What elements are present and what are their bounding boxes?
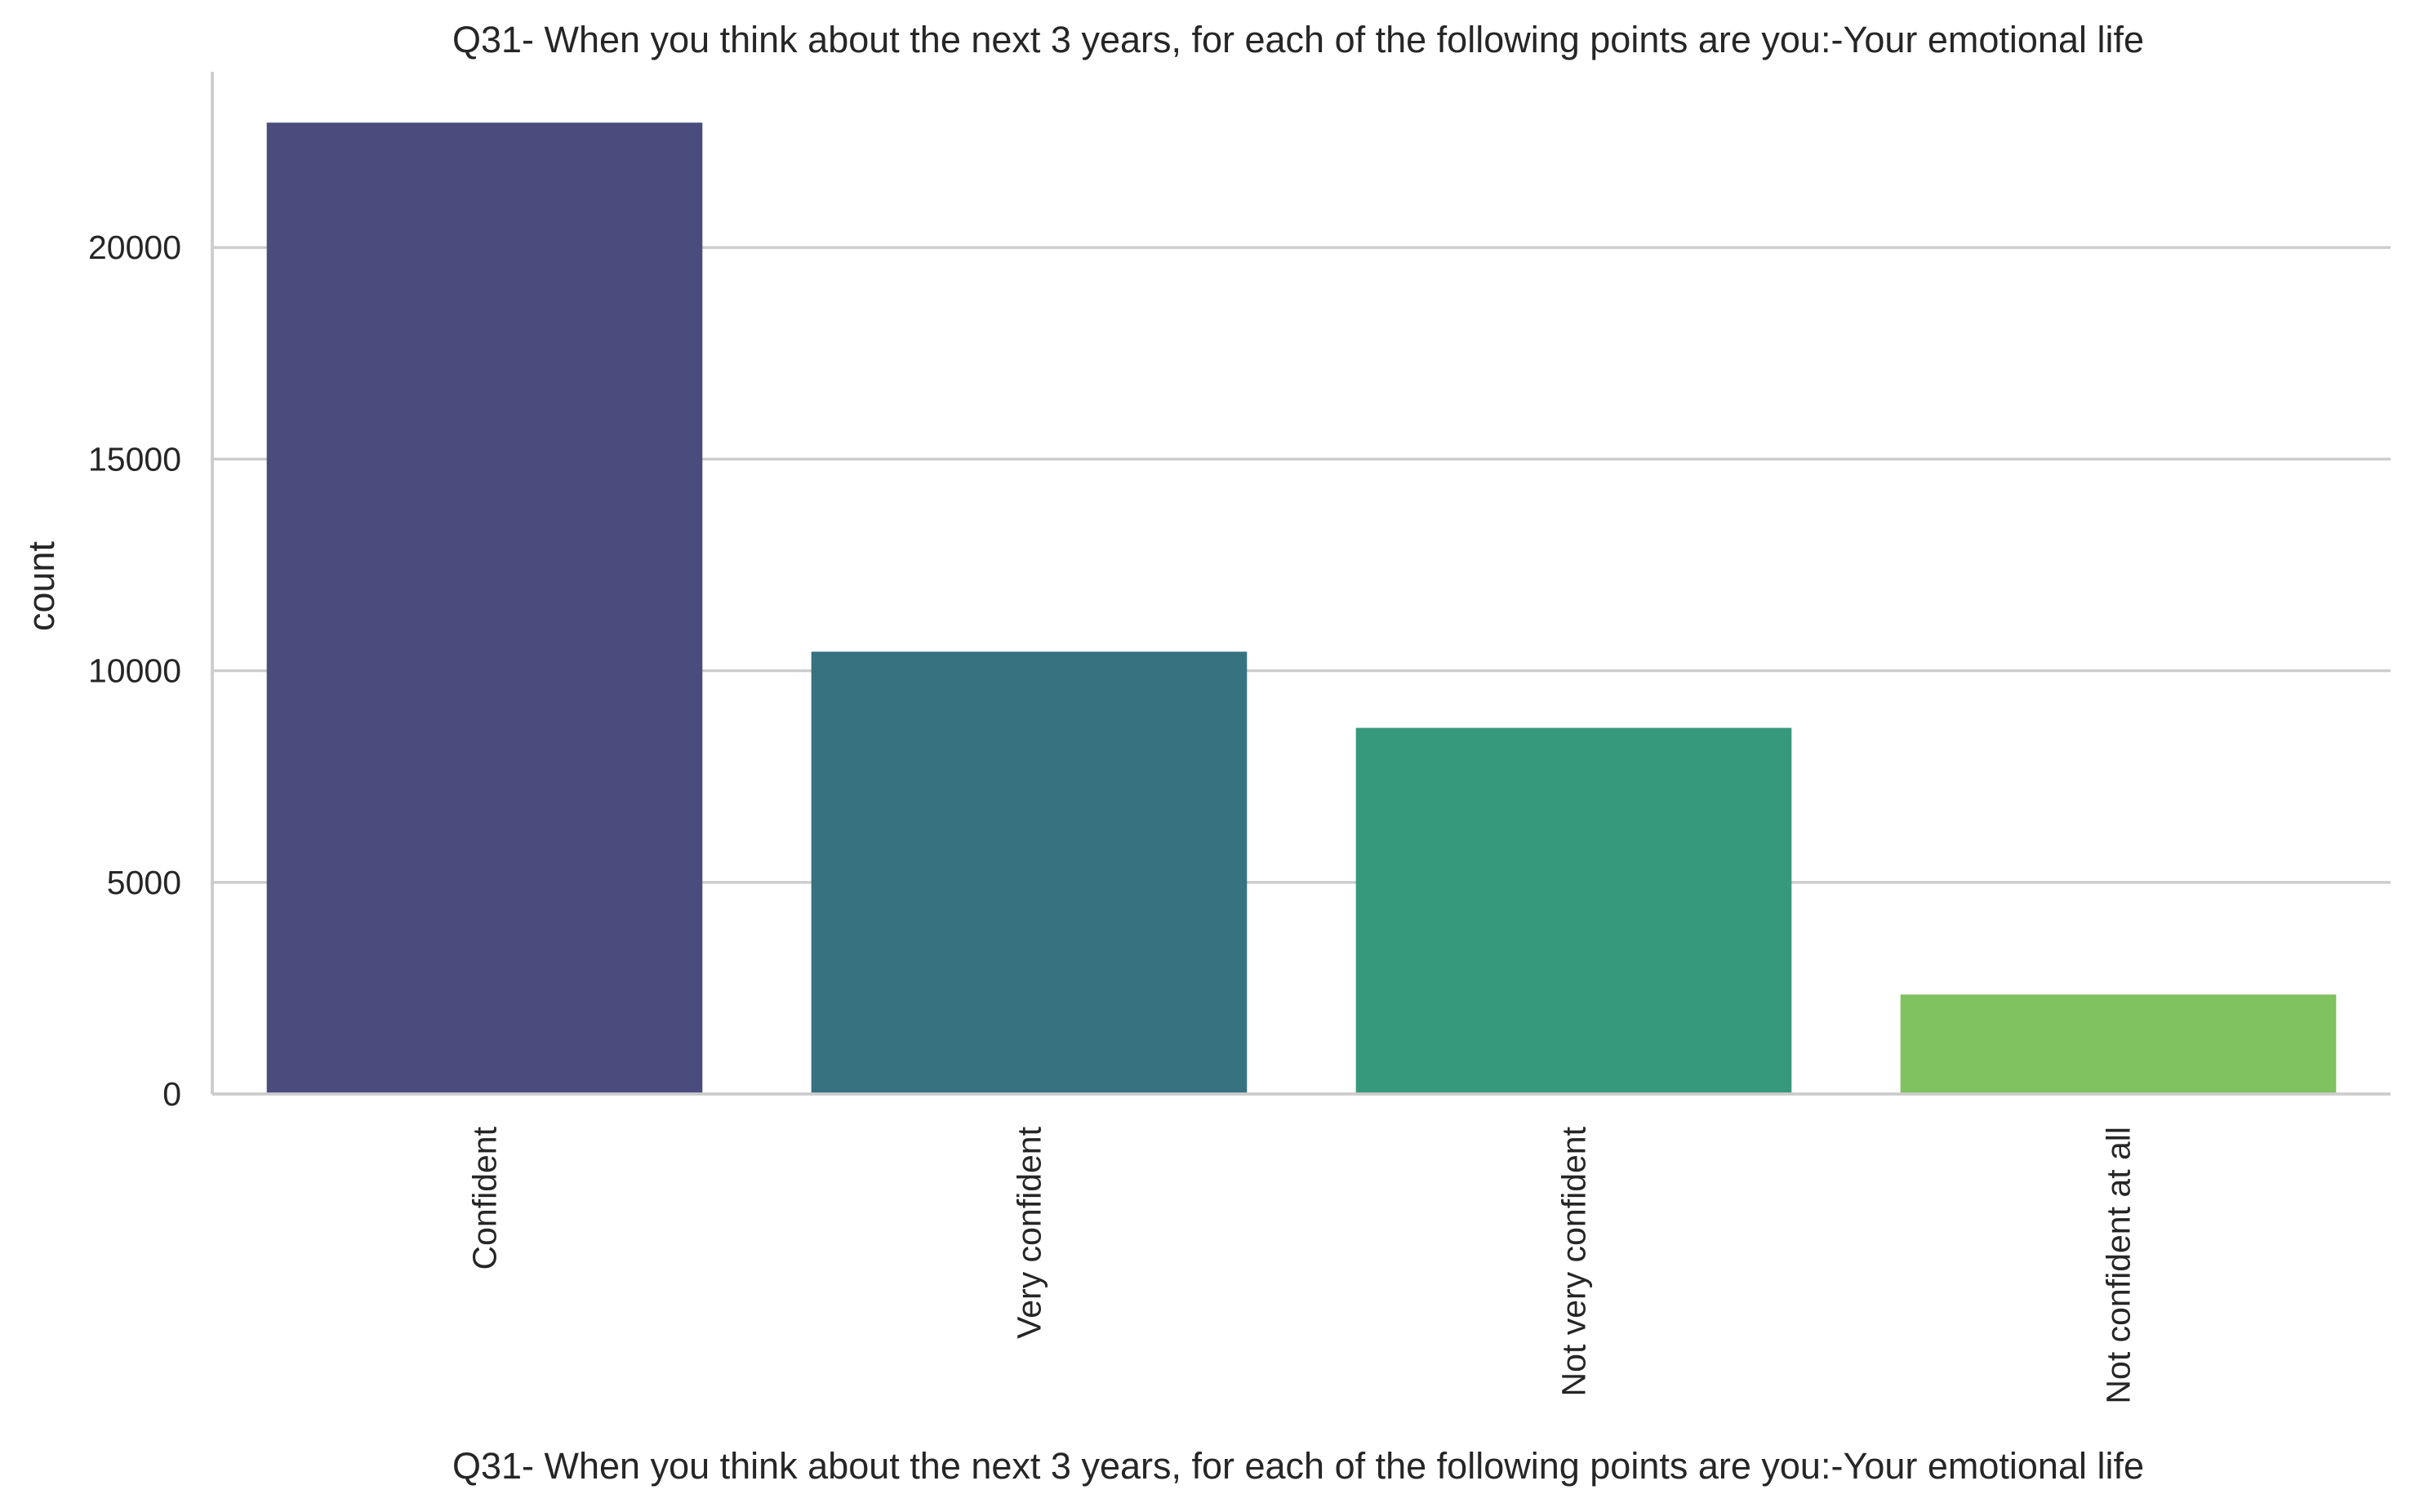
y-tick-label: 10000 (88, 652, 181, 690)
y-tick-label: 5000 (107, 864, 181, 901)
bar (1900, 994, 2337, 1094)
y-tick-label: 15000 (88, 440, 181, 478)
x-axis-label: Q31- When you think about the next 3 yea… (452, 1445, 2144, 1487)
axes (211, 72, 2391, 1096)
chart-title: Q31- When you think about the next 3 yea… (452, 19, 2144, 60)
y-tick-label: 20000 (88, 229, 181, 266)
x-tick-label: Not confident at all (2100, 1127, 2137, 1404)
x-tick-labels: Confident Very confident Not very confiden… (466, 1126, 2137, 1403)
bars (266, 122, 2337, 1094)
bar (266, 122, 703, 1094)
x-tick-label: Very confident (1011, 1126, 1048, 1338)
y-tick-labels: 0 5000 10000 15000 20000 (88, 229, 181, 1113)
bar (811, 651, 1248, 1094)
x-tick-label: Confident (466, 1126, 504, 1270)
y-axis-label: count (20, 540, 62, 631)
y-tick-label: 0 (162, 1075, 181, 1113)
x-tick-label: Not very confident (1555, 1126, 1593, 1396)
bar (1355, 727, 1792, 1094)
